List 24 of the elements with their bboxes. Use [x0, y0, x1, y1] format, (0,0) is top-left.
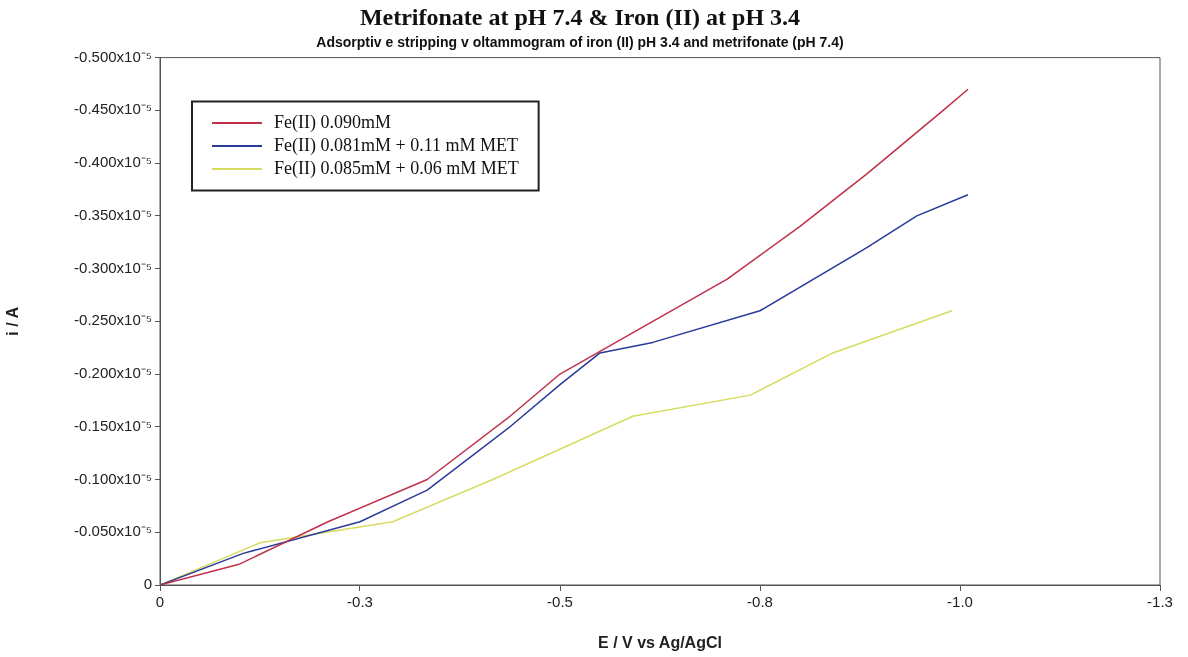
y-tick-label: -0.100x10⁻⁵	[74, 469, 152, 487]
y-tick-label: -0.450x10⁻⁵	[74, 100, 152, 118]
x-tick-label: -0.3	[347, 593, 373, 611]
y-tick-label: -0.050x10⁻⁵	[74, 522, 152, 540]
legend-label: Fe(II) 0.085mM + 0.06 mM MET	[274, 157, 519, 179]
y-tick-label: -0.400x10⁻⁵	[74, 153, 152, 171]
chart-title: Metrifonate at pH 7.4 & Iron (II) at pH 3.4	[359, 3, 801, 30]
x-tick-label: 0	[155, 593, 165, 611]
y-tick-label: -0.250x10⁻⁵	[74, 311, 152, 329]
x-axis-title: E / V vs Ag/AgCl	[598, 633, 722, 651]
y-tick-label: -0.500x10⁻⁵	[74, 47, 152, 65]
y-tick-label: -0.300x10⁻⁵	[74, 258, 152, 276]
y-axis-title: i / A	[4, 306, 22, 336]
legend-label: Fe(II) 0.090mM	[274, 111, 391, 133]
y-tick-label: 0	[143, 575, 152, 593]
y-tick-label: -0.350x10⁻⁵	[74, 205, 152, 223]
legend-label: Fe(II) 0.081mM + 0.11 mM MET	[274, 134, 518, 156]
chart-subtitle: Adsorptiv e stripping v oltammogram of iron (II) pH 3.4 and metrifonate (pH 7.4)	[316, 34, 844, 51]
x-tick-label: -0.8	[747, 593, 773, 611]
x-tick-label: -1.0	[947, 593, 973, 611]
y-tick-label: -0.150x10⁻⁵	[74, 416, 152, 434]
x-tick-label: -1.3	[1147, 593, 1173, 611]
y-tick-label: -0.200x10⁻⁵	[74, 364, 152, 382]
x-tick-label: -0.5	[547, 593, 573, 611]
